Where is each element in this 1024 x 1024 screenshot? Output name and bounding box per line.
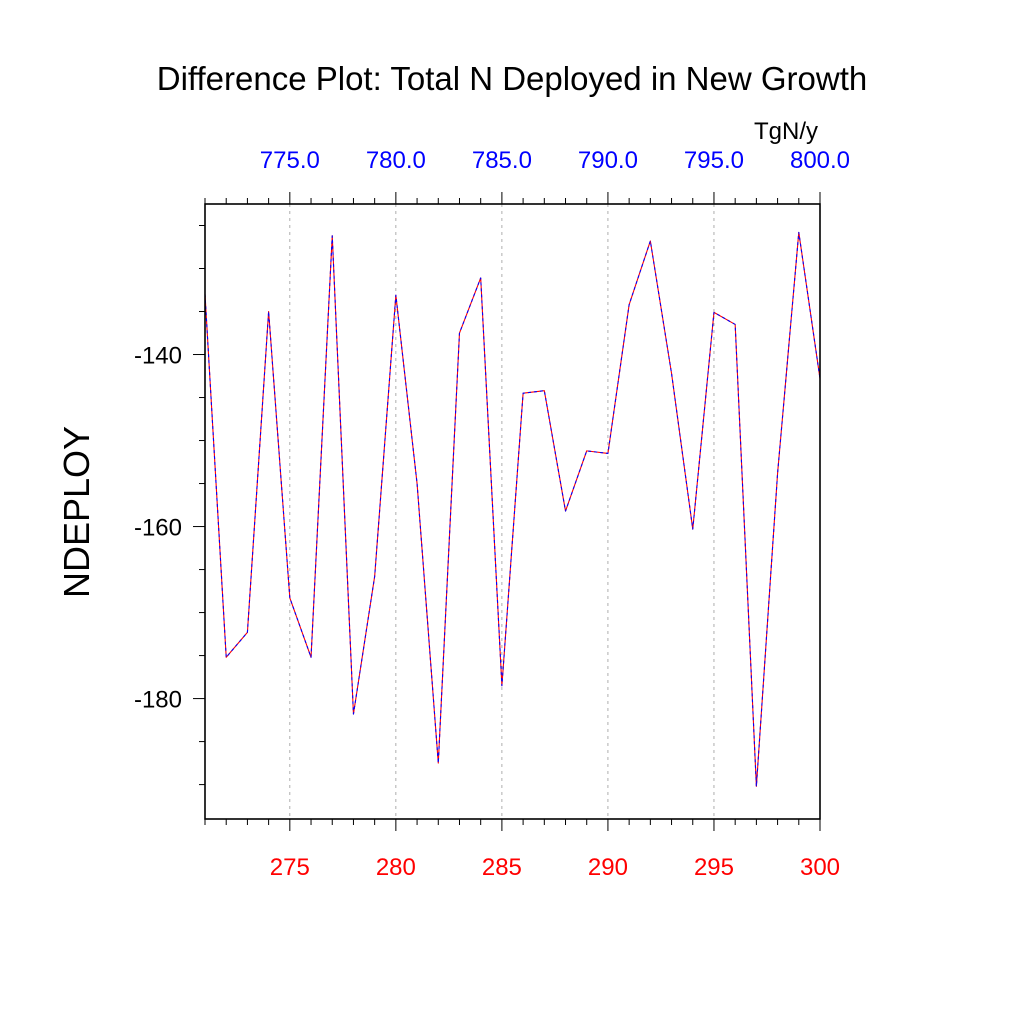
y-tick-label: -140 — [134, 343, 182, 370]
axis-ticks — [193, 192, 821, 831]
y-axis-label: NDEPLOY — [56, 426, 97, 598]
vertical-gridlines — [289, 204, 715, 819]
y-tick-label: -160 — [134, 515, 182, 542]
series-lines — [204, 231, 821, 787]
x-tick-label-bottom: 300 — [800, 854, 840, 881]
x-tick-label-top: 800.0 — [790, 147, 850, 174]
bottom-x-tick-labels: 275 280 285 290 295 300 — [270, 854, 840, 881]
x-tick-label-bottom: 290 — [588, 854, 628, 881]
top-axis-units-label: TgN/y — [754, 118, 818, 145]
x-tick-label-top: 775.0 — [260, 147, 320, 174]
chart-title: Difference Plot: Total N Deployed in New… — [157, 60, 867, 97]
x-tick-label-top: 785.0 — [472, 147, 532, 174]
series-line-blue — [204, 231, 821, 787]
y-tick-labels: -140 -160 -180 — [134, 343, 182, 714]
top-x-tick-labels: 775.0 780.0 785.0 790.0 795.0 800.0 — [260, 147, 850, 174]
x-tick-label-top: 780.0 — [366, 147, 426, 174]
x-tick-label-top: 795.0 — [684, 147, 744, 174]
x-tick-label-bottom: 295 — [694, 854, 734, 881]
x-tick-label-top: 790.0 — [578, 147, 638, 174]
y-tick-label: -180 — [134, 687, 182, 714]
plot-frame — [204, 203, 821, 820]
x-tick-label-bottom: 275 — [270, 854, 310, 881]
x-tick-label-bottom: 280 — [376, 854, 416, 881]
x-tick-label-bottom: 285 — [482, 854, 522, 881]
series-line-red — [204, 231, 821, 787]
